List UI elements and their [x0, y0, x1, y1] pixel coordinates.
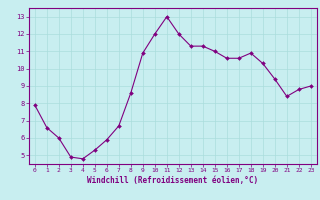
- X-axis label: Windchill (Refroidissement éolien,°C): Windchill (Refroidissement éolien,°C): [87, 176, 258, 185]
